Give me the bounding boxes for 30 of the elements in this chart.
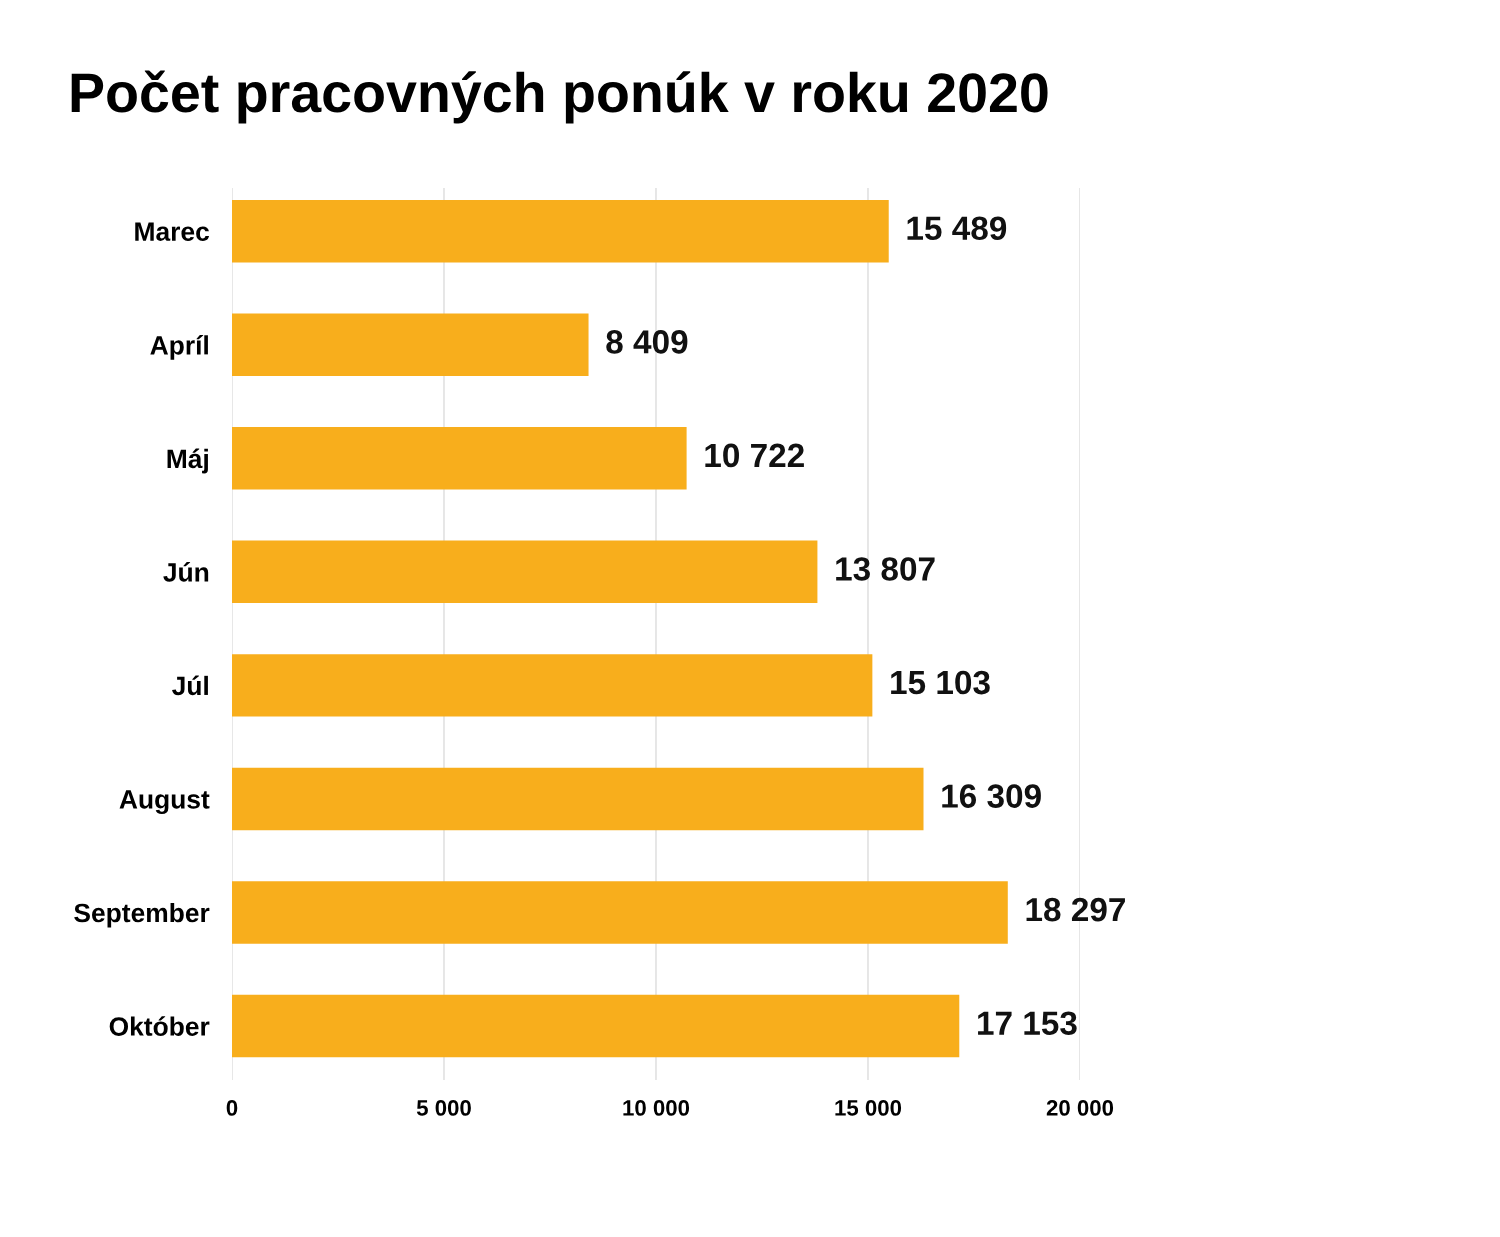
bar — [232, 881, 1008, 944]
data-label: 17 153 — [978, 1011, 1077, 1036]
data-label: 10 722 — [705, 443, 804, 468]
data-label: 13 807 — [836, 557, 935, 581]
y-tick-label: Apríl — [150, 335, 208, 360]
y-tick-label: Október — [109, 1016, 210, 1036]
y-tick-label: Máj — [167, 448, 208, 474]
x-tick-label: 20 000 — [1046, 1100, 1114, 1116]
y-tick-label: September — [74, 902, 210, 928]
y-tick-label: Júl — [172, 675, 208, 696]
x-tick-label: 10 000 — [623, 1100, 690, 1116]
data-label: 15 489 — [907, 216, 1007, 241]
bar — [232, 199, 889, 263]
x-tick-label: 0 — [226, 1100, 238, 1116]
data-label: 18 297 — [1026, 897, 1125, 922]
x-tick-label: 15 000 — [835, 1100, 902, 1116]
y-tick-label: Marec — [135, 222, 210, 241]
bar — [232, 654, 873, 717]
y-tick-label: Jún — [163, 562, 209, 582]
bar — [232, 767, 924, 831]
y-tick-label: August — [119, 790, 210, 815]
bar — [232, 994, 960, 1058]
x-tick-label: 5 000 — [416, 1100, 471, 1116]
data-label: 8 409 — [606, 330, 688, 354]
bar — [232, 427, 687, 490]
bar — [232, 540, 818, 604]
data-label: 16 309 — [942, 784, 1041, 808]
data-label: 15 103 — [891, 670, 990, 695]
chart-title: Počet pracovných ponúk v roku 2020 — [71, 70, 1048, 124]
bar — [232, 313, 589, 376]
